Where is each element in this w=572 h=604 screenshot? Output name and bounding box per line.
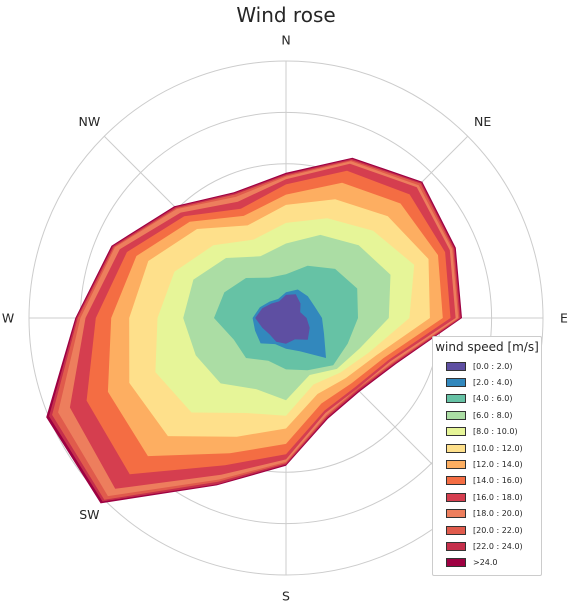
legend-label: [20.0 : 22.0): [473, 525, 523, 535]
legend-entry: [8.0 : 10.0): [446, 425, 518, 439]
legend-entry: [2.0 : 4.0): [446, 375, 512, 389]
legend-swatch: [446, 525, 466, 535]
legend-title: wind speed [m/s]: [435, 340, 539, 354]
legend-entry: [14.0 : 16.0): [446, 474, 523, 488]
legend-entry: [0.0 : 2.0): [446, 359, 512, 373]
legend-label: [14.0 : 16.0): [473, 476, 523, 486]
legend-swatch: [446, 410, 466, 420]
legend-swatch: [446, 427, 466, 437]
wind-speed-areas: [46, 157, 462, 504]
direction-label-n: N: [281, 33, 290, 48]
direction-label-sw: SW: [79, 507, 99, 522]
legend-entry: [16.0 : 18.0): [446, 490, 523, 504]
legend-label: [18.0 : 20.0): [473, 509, 523, 519]
legend-label: [6.0 : 8.0): [473, 410, 513, 420]
direction-label-nw: NW: [79, 114, 101, 129]
direction-label-s: S: [282, 589, 290, 604]
legend-swatch: [446, 558, 466, 568]
legend-entry: [22.0 : 24.0): [446, 539, 523, 553]
legend-entry: [10.0 : 12.0): [446, 441, 523, 455]
legend-label: [4.0 : 6.0): [473, 394, 513, 404]
legend-swatch: [446, 394, 466, 404]
legend-swatch: [446, 492, 466, 502]
legend: wind speed [m/s] [0.0 : 2.0) [2.0 : 4.0) […: [432, 336, 542, 576]
legend-swatch: [446, 476, 466, 486]
legend-swatch: [446, 541, 466, 551]
legend-swatch: [446, 443, 466, 453]
legend-label: [22.0 : 24.0): [473, 541, 523, 551]
wind-speed-area-0: [255, 294, 310, 344]
legend-entry: [6.0 : 8.0): [446, 408, 512, 422]
direction-label-w: W: [2, 311, 14, 326]
legend-swatch: [446, 361, 466, 371]
legend-entry: >24.0: [446, 556, 498, 570]
legend-entry: [12.0 : 14.0): [446, 457, 523, 471]
legend-label: [8.0 : 10.0): [473, 427, 518, 437]
direction-label-e: E: [560, 311, 568, 326]
legend-swatch: [446, 509, 466, 519]
legend-label: [2.0 : 4.0): [473, 377, 513, 387]
legend-swatch: [446, 459, 466, 469]
legend-entry: [20.0 : 22.0): [446, 523, 523, 537]
legend-entry: [4.0 : 6.0): [446, 392, 512, 406]
legend-entry: [18.0 : 20.0): [446, 507, 523, 521]
chart-title: Wind rose: [236, 3, 335, 27]
direction-label-ne: NE: [474, 114, 491, 129]
legend-label: [12.0 : 14.0): [473, 459, 523, 469]
legend-label: [16.0 : 18.0): [473, 492, 523, 502]
legend-label: >24.0: [473, 558, 498, 568]
legend-swatch: [446, 377, 466, 387]
legend-label: [10.0 : 12.0): [473, 443, 523, 453]
legend-label: [0.0 : 2.0): [473, 361, 513, 371]
